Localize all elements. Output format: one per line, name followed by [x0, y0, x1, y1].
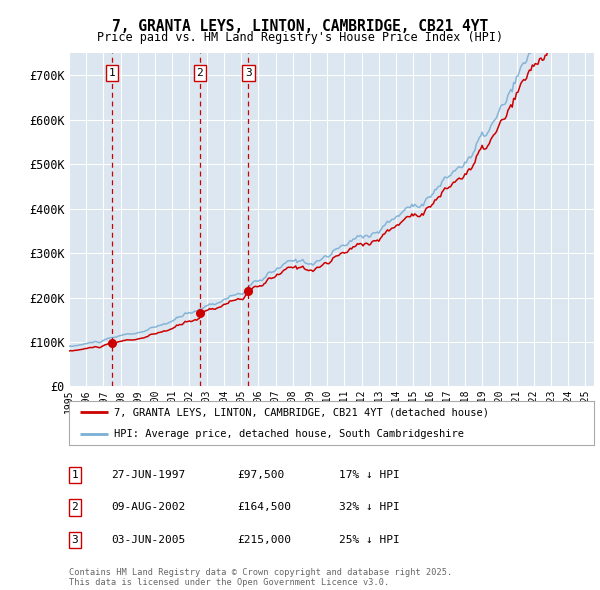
- Text: 1: 1: [109, 68, 115, 78]
- Text: 7, GRANTA LEYS, LINTON, CAMBRIDGE, CB21 4YT: 7, GRANTA LEYS, LINTON, CAMBRIDGE, CB21 …: [112, 19, 488, 34]
- Text: 09-AUG-2002: 09-AUG-2002: [111, 503, 185, 512]
- Text: 03-JUN-2005: 03-JUN-2005: [111, 535, 185, 545]
- Text: £215,000: £215,000: [237, 535, 291, 545]
- Text: 2: 2: [71, 503, 79, 512]
- Text: 17% ↓ HPI: 17% ↓ HPI: [339, 470, 400, 480]
- Text: 3: 3: [245, 68, 252, 78]
- Text: Contains HM Land Registry data © Crown copyright and database right 2025.
This d: Contains HM Land Registry data © Crown c…: [69, 568, 452, 587]
- Text: 32% ↓ HPI: 32% ↓ HPI: [339, 503, 400, 512]
- Text: £164,500: £164,500: [237, 503, 291, 512]
- Text: 2: 2: [196, 68, 203, 78]
- Text: 1: 1: [71, 470, 79, 480]
- Text: £97,500: £97,500: [237, 470, 284, 480]
- Text: HPI: Average price, detached house, South Cambridgeshire: HPI: Average price, detached house, Sout…: [113, 430, 464, 440]
- Text: 3: 3: [71, 535, 79, 545]
- Text: Price paid vs. HM Land Registry's House Price Index (HPI): Price paid vs. HM Land Registry's House …: [97, 31, 503, 44]
- Text: 27-JUN-1997: 27-JUN-1997: [111, 470, 185, 480]
- Text: 25% ↓ HPI: 25% ↓ HPI: [339, 535, 400, 545]
- Text: 7, GRANTA LEYS, LINTON, CAMBRIDGE, CB21 4YT (detached house): 7, GRANTA LEYS, LINTON, CAMBRIDGE, CB21 …: [113, 407, 488, 417]
